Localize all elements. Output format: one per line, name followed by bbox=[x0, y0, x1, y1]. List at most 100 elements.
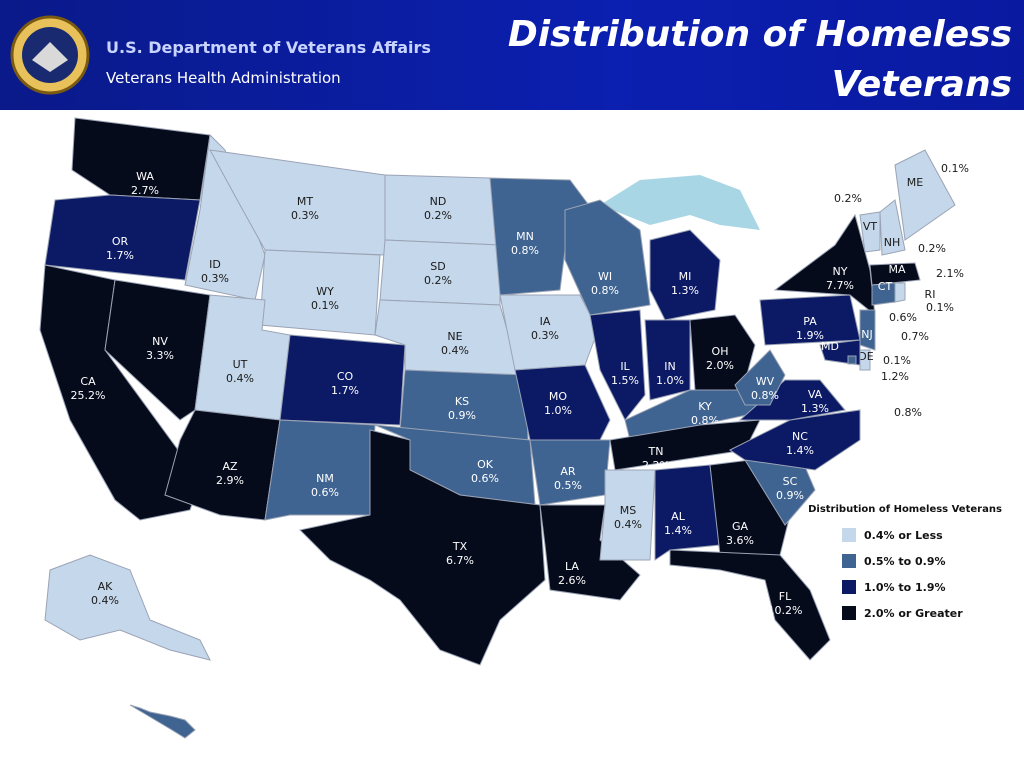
state-pct: 0.3% bbox=[531, 329, 559, 342]
org-subtitle: Veterans Health Administration bbox=[106, 69, 341, 87]
legend-label: 1.0% to 1.9% bbox=[864, 581, 946, 594]
state bbox=[879, 199, 906, 256]
state-pct: 0.6% bbox=[471, 472, 499, 485]
state-pct: 0.4% bbox=[441, 344, 469, 357]
state-pct: 1.3% bbox=[801, 402, 829, 415]
state-abbr: ND bbox=[430, 195, 447, 208]
state-pct: 0.1% bbox=[311, 299, 339, 312]
state-abbr: NJ bbox=[861, 328, 872, 341]
state-pct: 1.3% bbox=[671, 284, 699, 297]
state-pct: 3.3% bbox=[146, 349, 174, 362]
state-abbr: WY bbox=[316, 285, 334, 298]
state-abbr: DE bbox=[858, 350, 873, 363]
state-pct: 2.0% bbox=[706, 359, 734, 372]
state-abbr: MS bbox=[620, 504, 636, 517]
state-pct: 3.6% bbox=[726, 534, 754, 547]
state-abbr: RI bbox=[925, 288, 936, 301]
header: U.S. Department of Veterans Affairs Vete… bbox=[0, 0, 1024, 110]
state-abbr: DC bbox=[887, 392, 903, 405]
state-pct: 25.2% bbox=[71, 389, 106, 402]
state-abbr: OK bbox=[477, 458, 494, 471]
page-title: Distribution of Homeless Veterans bbox=[507, 14, 1012, 105]
state bbox=[104, 279, 211, 421]
state-pct: 1.9% bbox=[796, 329, 824, 342]
state bbox=[609, 419, 761, 471]
state bbox=[44, 194, 201, 281]
legend-label: 0.4% or Less bbox=[864, 529, 943, 542]
state bbox=[859, 309, 876, 351]
state-abbr: NC bbox=[792, 430, 808, 443]
state-pct: 1.0% bbox=[656, 374, 684, 387]
state bbox=[709, 459, 791, 556]
state bbox=[869, 262, 921, 286]
state bbox=[589, 309, 646, 421]
state-pct: 0.6% bbox=[311, 486, 339, 499]
state-abbr: OR bbox=[112, 235, 129, 248]
legend-title: Distribution of Homeless Veterans bbox=[808, 504, 1002, 515]
state-pct: 0.8% bbox=[894, 406, 922, 419]
state-pct: 0.2% bbox=[918, 242, 946, 255]
state bbox=[669, 549, 831, 661]
state-abbr: MA bbox=[888, 263, 905, 276]
state bbox=[654, 464, 721, 561]
legend-swatch bbox=[842, 554, 856, 568]
state bbox=[649, 229, 721, 321]
state-abbr: IA bbox=[540, 315, 551, 328]
state-pct: 2.1% bbox=[936, 267, 964, 280]
state bbox=[734, 349, 786, 406]
state-pct: 0.2% bbox=[424, 274, 452, 287]
state-abbr: KY bbox=[698, 400, 712, 413]
state bbox=[499, 294, 599, 371]
state-abbr: MN bbox=[516, 230, 534, 243]
state bbox=[129, 704, 196, 739]
state-pct: 0.3% bbox=[291, 209, 319, 222]
state-abbr: MD bbox=[821, 340, 839, 353]
state-abbr: ME bbox=[907, 176, 923, 189]
state-pct: 1.7% bbox=[331, 384, 359, 397]
state-pct: 0.6% bbox=[149, 746, 177, 759]
state-abbr: AR bbox=[560, 465, 576, 478]
state-abbr: PA bbox=[803, 315, 817, 328]
state-pct: 0.4% bbox=[614, 518, 642, 531]
state-pct: 0.2% bbox=[834, 192, 862, 205]
state-abbr: TN bbox=[648, 445, 664, 458]
state-pct: 0.4% bbox=[226, 372, 254, 385]
state bbox=[847, 355, 857, 365]
state bbox=[599, 469, 656, 561]
state-abbr: WI bbox=[598, 270, 612, 283]
state-abbr: NE bbox=[447, 330, 462, 343]
state-pct: 0.8% bbox=[751, 389, 779, 402]
legend-swatch bbox=[842, 606, 856, 620]
state-pct: 0.1% bbox=[883, 354, 911, 367]
org-name: U.S. Department of Veterans Affairs bbox=[106, 38, 431, 57]
state-abbr: NV bbox=[152, 335, 168, 348]
state-abbr: VT bbox=[863, 220, 878, 233]
state-pct: 6.7% bbox=[446, 554, 474, 567]
state-abbr: UT bbox=[233, 358, 248, 371]
logo bbox=[10, 15, 90, 95]
state-abbr: NM bbox=[316, 472, 334, 485]
state-pct: 0.8% bbox=[511, 244, 539, 257]
state bbox=[44, 554, 211, 661]
state-abbr: HI bbox=[157, 732, 169, 745]
legend-swatch bbox=[842, 528, 856, 542]
state-pct: 2.6% bbox=[558, 574, 586, 587]
state-pct: 0.9% bbox=[448, 409, 476, 422]
state-abbr: CO bbox=[337, 370, 354, 383]
state-abbr: IL bbox=[620, 360, 630, 373]
state-pct: 1.0% bbox=[544, 404, 572, 417]
state-abbr: OH bbox=[712, 345, 729, 358]
state-abbr: SC bbox=[783, 475, 798, 488]
state-pct: 2.9% bbox=[216, 474, 244, 487]
state-pct: 0.6% bbox=[889, 311, 917, 324]
state-pct: 0.5% bbox=[554, 479, 582, 492]
state-pct: 1.5% bbox=[611, 374, 639, 387]
state-pct: 0.7% bbox=[901, 330, 929, 343]
state-pct: 2.2% bbox=[642, 459, 670, 472]
state-pct: 7.7% bbox=[826, 279, 854, 292]
state-abbr: SD bbox=[430, 260, 445, 273]
state-pct: 2.7% bbox=[131, 184, 159, 197]
state-pct: 1.4% bbox=[786, 444, 814, 457]
state-pct: 0.2% bbox=[424, 209, 452, 222]
